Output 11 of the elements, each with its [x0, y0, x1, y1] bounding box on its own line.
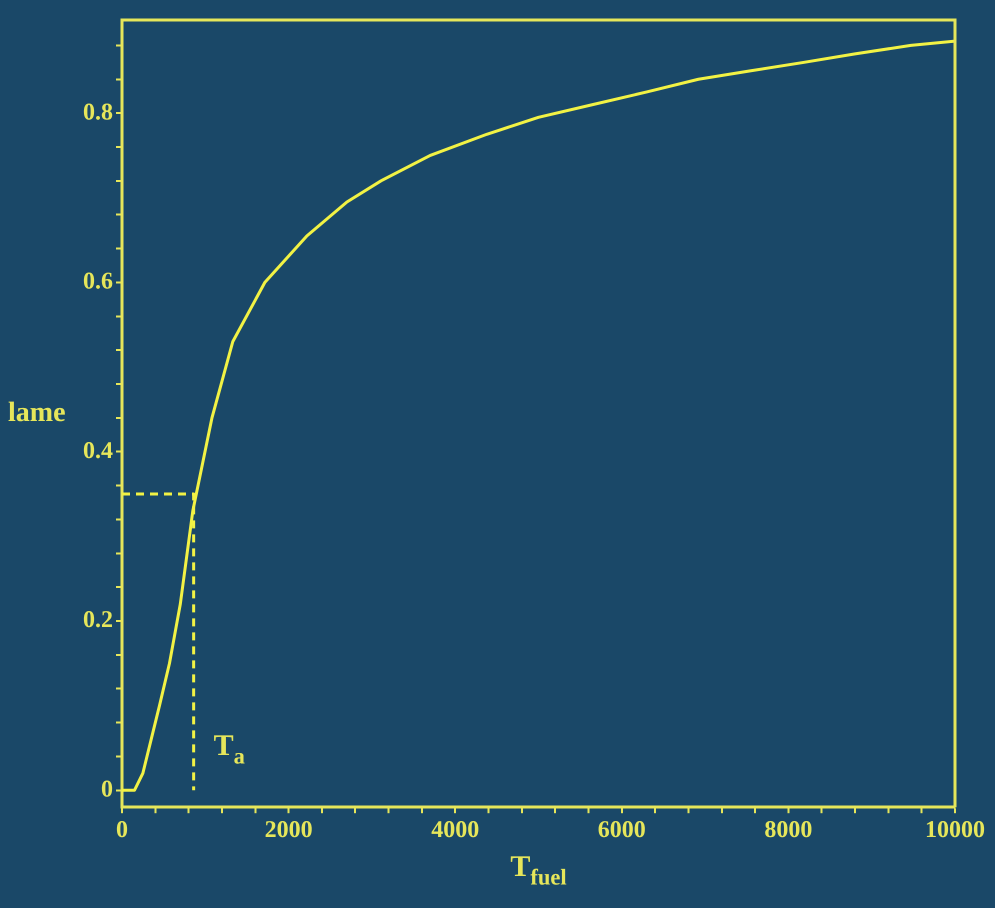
- y-tick-label: 0.4: [83, 438, 113, 464]
- x-tick-label: 2000: [264, 816, 313, 843]
- y-axis-title: lame: [8, 396, 66, 428]
- x-tick-label: 6000: [598, 816, 646, 843]
- y-tick-label: 0.6: [83, 268, 113, 295]
- x-tick-label: 10000: [925, 816, 985, 843]
- y-tick-label: 0.2: [83, 607, 113, 634]
- x-tick-label: 8000: [764, 816, 812, 843]
- y-tick-label: 0: [101, 776, 113, 802]
- y-tick-label: 0.8: [83, 99, 113, 126]
- x-tick-label: 4000: [431, 816, 480, 843]
